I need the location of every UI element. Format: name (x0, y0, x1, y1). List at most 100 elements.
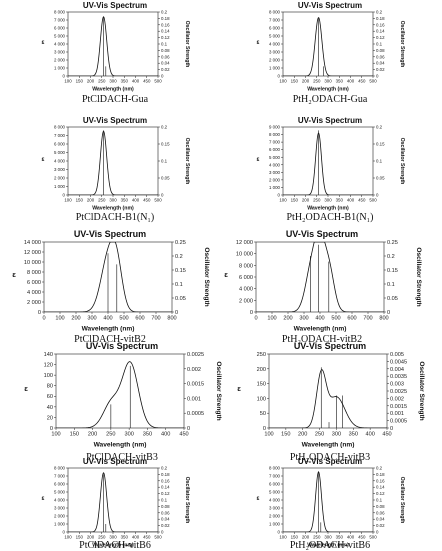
y-tick-label: 4 000 (269, 498, 281, 503)
y-tick-label: 140 (44, 352, 53, 358)
y-tick-label: 4 000 (54, 159, 66, 164)
y2-tick-label: 0.1 (376, 498, 383, 503)
x-tick-label: 250 (106, 432, 115, 438)
chart-title: UV-Vis Spectrum (86, 341, 158, 351)
caption-pth-odach-vitb2: PtH₂ODACH-vitB2 (281, 334, 363, 345)
y2-tick-label: 0.05 (175, 296, 186, 302)
y-tick-label: 0 (278, 530, 281, 535)
x-tick-label: 300 (324, 78, 332, 83)
spectrum-curve (56, 361, 184, 428)
x-tick-label: 200 (87, 78, 95, 83)
y-tick-label: 8 000 (54, 10, 66, 15)
y-tick-label: 0 (50, 426, 53, 432)
y2-tick-label: 0.05 (161, 176, 170, 181)
y2-tick-label: 0.1 (376, 159, 383, 164)
y-tick-label: 5 000 (54, 34, 66, 39)
y2-tick-label: 0.15 (175, 268, 186, 274)
x-tick-label: 200 (71, 316, 80, 322)
x-tick-label: 150 (70, 432, 79, 438)
x-tick-label: 500 (369, 78, 377, 83)
caption-pth-odach-vitb6: PtH₂ODACH-vitB6 (289, 540, 371, 551)
y-tick-label: 20 (47, 415, 53, 421)
x-axis-label: Wavelength (nm) (82, 326, 135, 333)
chart-title: UV-Vis Spectrum (74, 229, 146, 239)
y-tick-label: 7 000 (269, 18, 281, 23)
x-tick-label: 100 (267, 316, 276, 322)
x-tick-label: 150 (291, 197, 299, 202)
y2-tick-label: 0.18 (161, 472, 170, 477)
x-tick-label: 300 (324, 534, 332, 539)
y2-tick-label: 0.0025 (187, 352, 204, 358)
y2-tick-label: 0.16 (376, 22, 385, 27)
y-tick-label: 5 000 (269, 490, 281, 495)
x-tick-label: 100 (279, 197, 287, 202)
x-tick-label: 500 (154, 534, 162, 539)
y-tick-label: 10 000 (236, 252, 253, 258)
y-tick-label: 100 (257, 396, 266, 402)
x-tick-label: 500 (119, 316, 128, 322)
x-tick-label: 100 (264, 432, 273, 438)
y2-tick-label: 0.02 (376, 67, 385, 72)
y2-tick-label: 0 (161, 530, 164, 535)
y-tick-label: 2 000 (269, 58, 281, 63)
y2-tick-label: 0.08 (376, 504, 385, 509)
y2-tick-label: 0 (161, 193, 164, 198)
y2-tick-label: 0.0015 (390, 404, 407, 410)
y-tick-label: 12 000 (236, 240, 253, 246)
y-tick-label: 14 000 (24, 240, 41, 246)
y2-tick-label: 0.1 (161, 42, 168, 47)
y-tick-label: 120 (44, 363, 53, 369)
x-tick-label: 500 (369, 534, 377, 539)
caption-pth-odach-b1-n: PtH₂ODACH-B1(N₁) (286, 212, 374, 223)
y-tick-label: 4 000 (54, 498, 66, 503)
caption-ptcldach-gua: PtClDACH-Gua (81, 94, 149, 105)
y-tick-label: 6 000 (269, 147, 281, 152)
y2-axis-label: Oscillator Strength (415, 247, 422, 306)
y-tick-label: 2 000 (54, 176, 66, 181)
y2-axis-label: Oscillator Strength (184, 21, 190, 68)
x-tick-label: 250 (98, 197, 106, 202)
x-tick-label: 600 (347, 316, 356, 322)
y2-tick-label: 0.1 (175, 282, 183, 288)
y-tick-label: 0 (63, 530, 66, 535)
x-tick-label: 400 (103, 316, 112, 322)
y2-tick-label: 0.004 (390, 367, 404, 373)
y-tick-label: 12 000 (24, 250, 41, 256)
chart-title: UV-Vis Spectrum (294, 341, 366, 351)
y-tick-label: 10 000 (24, 260, 41, 266)
caption-pth-odach-gua: PtH₂ODACH-Gua (292, 94, 368, 105)
y2-tick-label: 0.0045 (390, 359, 407, 365)
y-tick-label: 60 (47, 394, 53, 400)
x-tick-label: 400 (132, 197, 140, 202)
y2-tick-label: 0.04 (161, 61, 170, 66)
spectrum-curve (68, 472, 158, 532)
y2-axis-label: Oscillator Strength (399, 21, 405, 68)
caption-ptcldach-b1-n: PtClDACH-B1(N₁) (75, 212, 155, 223)
plot-frame (282, 11, 374, 77)
x-tick-label: 150 (76, 534, 84, 539)
y2-tick-label: 0.12 (161, 35, 170, 40)
x-tick-label: 400 (161, 432, 170, 438)
y-tick-label: 1 000 (269, 185, 281, 190)
y-tick-label: 8 000 (269, 10, 281, 15)
spectrum-curve (44, 242, 172, 312)
y-tick-label: 4 000 (269, 162, 281, 167)
x-tick-label: 500 (154, 78, 162, 83)
x-tick-label: 150 (291, 78, 299, 83)
y2-tick-label: 0.02 (161, 523, 170, 528)
x-axis-label: Wavelength (nm) (307, 206, 349, 212)
y-tick-label: 0 (250, 310, 253, 316)
x-tick-label: 250 (98, 534, 106, 539)
y2-tick-label: 0.002 (390, 396, 404, 402)
y-tick-label: 8 000 (54, 125, 66, 130)
chart-title: UV-Vis Spectrum (83, 116, 147, 125)
x-tick-label: 350 (336, 78, 344, 83)
y2-tick-label: 0.2 (161, 466, 168, 471)
y-tick-label: 0 (278, 193, 281, 198)
y2-axis-label: Oscillator Strength (184, 138, 190, 185)
x-tick-label: 250 (313, 534, 321, 539)
x-tick-label: 300 (109, 197, 117, 202)
